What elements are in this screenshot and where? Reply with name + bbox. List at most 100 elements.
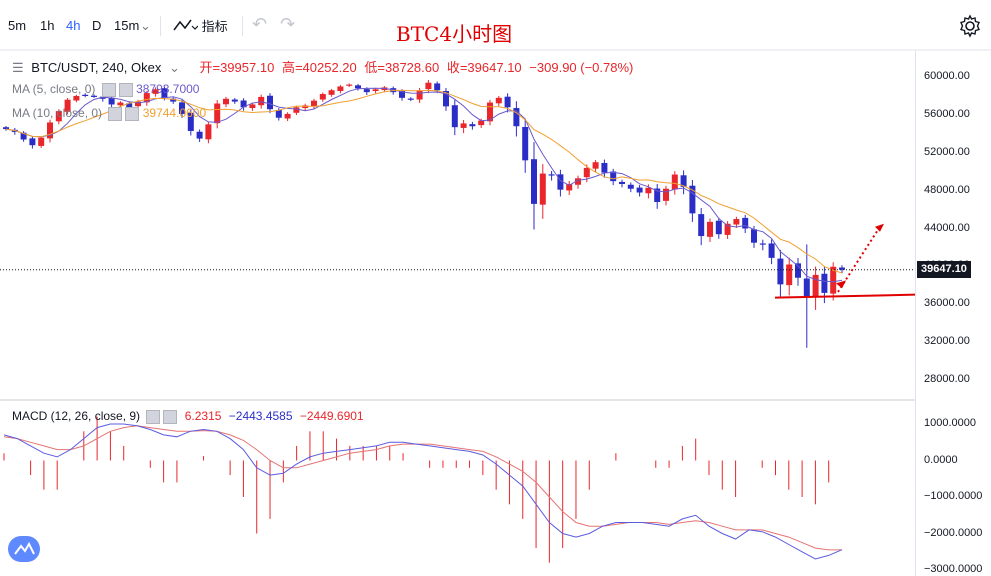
candle-body [478, 120, 485, 126]
candle-body [768, 243, 775, 258]
interval-1h[interactable]: 1h [40, 18, 55, 33]
close-icon[interactable] [118, 82, 133, 97]
undo-icon[interactable]: ↶ [252, 14, 268, 34]
gear-icon[interactable] [958, 14, 982, 38]
candle-body [117, 102, 124, 106]
candle-body [689, 185, 696, 214]
price-tick-label: 36000.00 [924, 297, 970, 310]
candle-body [751, 229, 757, 243]
macd-legend[interactable]: MACD (12, 26, close, 9) 6.2315 −2443.458… [12, 409, 364, 424]
price-tick-label: 60000.00 [924, 70, 970, 82]
candle-body [170, 98, 177, 102]
candle-body [654, 188, 661, 202]
moving-averages [0, 87, 915, 283]
candle-body [135, 101, 141, 107]
price-tick-label: 48000.00 [924, 183, 970, 196]
candle-body [434, 83, 441, 91]
candle-body [583, 167, 590, 178]
candle-body [179, 102, 185, 114]
candle-body [108, 97, 115, 105]
interval-4h[interactable]: 4h [66, 18, 81, 33]
symbol-label[interactable]: BTC/USDT, 240, Okex [31, 60, 162, 75]
candle-body [311, 100, 317, 107]
candle-body [733, 219, 740, 225]
ma10-legend[interactable]: MA (10, close, 0) 39744.0600 [12, 106, 206, 121]
candle-body [566, 183, 573, 191]
candle-body [803, 278, 810, 297]
candle-body [258, 96, 265, 106]
candle-body [29, 138, 36, 146]
candle-body [821, 273, 828, 293]
visibility-icon[interactable] [108, 106, 123, 121]
ohlc-low: 低=38728.60 [364, 60, 440, 75]
tradingview-logo[interactable] [8, 536, 40, 562]
ma5-legend[interactable]: MA (5, close, 0) 38793.7000 [12, 82, 199, 97]
price-axis[interactable]: 60000.00 56000.00 52000.00 48000.00 44000.00… [915, 50, 991, 576]
ma5-line [5, 87, 843, 283]
candle-body [363, 89, 370, 93]
mountain-icon [14, 541, 35, 555]
signal-value: −2449.6901 [299, 409, 364, 423]
candle-body [786, 264, 793, 286]
macd-label: MACD (12, 26, close, 9) [12, 409, 141, 423]
candle-body [812, 274, 819, 298]
candle-body [152, 89, 159, 94]
candle-body [223, 98, 229, 105]
close-icon[interactable] [125, 106, 140, 121]
candle-body [671, 174, 678, 190]
candle-body [293, 107, 300, 113]
candle-body [645, 187, 652, 194]
candle-body [3, 127, 9, 130]
candle-body [399, 91, 405, 98]
redo-icon[interactable]: ↷ [280, 14, 296, 34]
interval-dropdown-icon[interactable]: ⌄ [140, 18, 151, 33]
interval-5m[interactable]: 5m [8, 18, 27, 33]
collapse-legend-icon[interactable]: ☰ [12, 60, 24, 75]
candle-body [698, 214, 705, 237]
candle-body [487, 102, 493, 122]
candle-body [205, 124, 212, 140]
macd-tick-label: −3000.0000 [924, 563, 983, 575]
candle-body [372, 89, 379, 92]
candle-body [99, 96, 106, 99]
visibility-icon[interactable] [146, 409, 161, 424]
candle-body [267, 95, 273, 110]
candle-body [830, 266, 837, 294]
candle-body [663, 188, 669, 201]
ma5-value: 38793.7000 [136, 82, 200, 96]
candle-body [759, 243, 766, 245]
candle-body [187, 112, 194, 131]
visibility-icon[interactable] [101, 82, 116, 97]
interval-15m[interactable]: 15m [114, 18, 140, 33]
interval-d[interactable]: D [92, 18, 102, 33]
candle-body [460, 123, 467, 128]
price-tick-label: 44000.00 [924, 221, 970, 234]
candle-body [20, 132, 27, 140]
candle-body [64, 99, 71, 112]
candle-body [557, 174, 564, 190]
indicators-icon [173, 19, 198, 31]
indicators-button[interactable]: 指标 [172, 18, 228, 35]
candle-body [592, 162, 599, 169]
candle-body [214, 103, 221, 124]
support-line [774, 293, 916, 299]
price-tick-label: 28000.00 [924, 373, 970, 385]
candle-body [240, 100, 247, 108]
ma10-label: MA (10, close, 0) [12, 106, 103, 120]
price-tick-label: 56000.00 [924, 107, 970, 120]
candle-body [742, 217, 749, 229]
candle-body [143, 93, 150, 103]
arrow-shaft [837, 229, 879, 293]
ohlc-high: 高=40252.20 [281, 60, 357, 75]
close-icon[interactable] [163, 409, 178, 424]
arrow-head [875, 223, 884, 232]
macd-hist-value: 6.2315 [184, 409, 222, 423]
ohlc-close: 收=39647.10 [446, 60, 522, 75]
candle-body [38, 137, 45, 146]
candle-body [73, 95, 80, 101]
macd-line [3, 423, 843, 560]
chevron-down-icon[interactable]: ⌄ [168, 60, 180, 75]
macd-tick-label: 1000.0000 [924, 417, 976, 429]
macd-pane [3, 416, 843, 563]
